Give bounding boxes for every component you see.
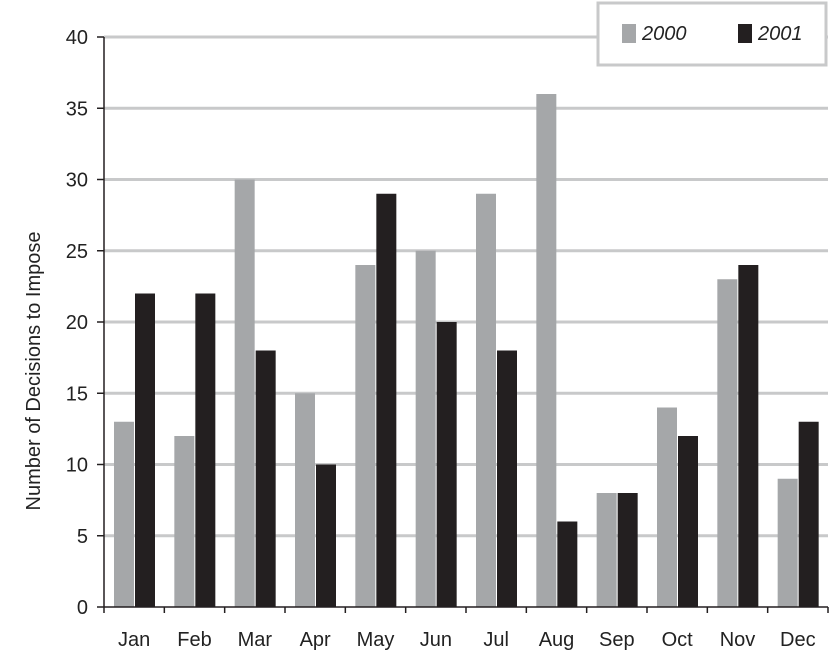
y-tick-label-20: 20 <box>66 312 88 334</box>
y-tick-label-30: 30 <box>66 170 88 192</box>
bar-2000-aug <box>536 94 557 607</box>
bar-2000-apr <box>295 393 315 607</box>
x-tick-label-nov: Nov <box>720 629 756 651</box>
bar-2001-dec <box>798 421 819 607</box>
bar-2001-may <box>376 193 397 607</box>
bar-2000-dec <box>777 478 798 607</box>
bar-2000-may <box>355 265 376 607</box>
y-tick-label-10: 10 <box>66 455 88 477</box>
bar-2001-mar <box>255 350 276 607</box>
x-tick-label-feb: Feb <box>177 629 211 651</box>
bar-2000-jun <box>415 250 436 607</box>
x-tick-labels: Jan Feb Mar Apr May Jun Jul Aug Sep Oct Nov Dec <box>118 629 816 651</box>
x-tick-label-jan: Jan <box>118 629 150 651</box>
y-tick-label-15: 15 <box>66 383 88 405</box>
bar-2001-sep <box>617 493 638 607</box>
gridlines <box>104 35 828 538</box>
y-tick-label-40: 40 <box>66 27 88 49</box>
y-axis-title: Number of Decisions to Impose <box>23 231 45 510</box>
x-tick-label-dec: Dec <box>780 629 816 651</box>
x-tick-label-oct: Oct <box>662 629 694 651</box>
bar-2000-nov <box>717 279 738 607</box>
y-tick-label-5: 5 <box>77 526 88 548</box>
x-tick-label-aug: Aug <box>539 629 575 651</box>
legend-swatch-2001 <box>738 24 752 43</box>
legend-label-2000: 2000 <box>641 23 687 45</box>
bar-2000-feb <box>174 436 195 607</box>
x-tick-label-jul: Jul <box>483 629 509 651</box>
x-tick-label-jun: Jun <box>420 629 452 651</box>
legend-label-2001: 2001 <box>757 23 803 45</box>
legend: 2000 2001 <box>596 1 828 67</box>
bar-2001-nov <box>738 265 759 607</box>
x-tick-label-mar: Mar <box>238 629 273 651</box>
x-tick-label-apr: Apr <box>300 629 331 651</box>
bar-2001-jan <box>135 293 155 607</box>
bar-2000-jan <box>114 421 134 607</box>
y-tick-label-35: 35 <box>66 98 88 120</box>
y-tick-labels: 0 5 10 15 20 25 30 35 40 <box>66 27 88 619</box>
x-tick-label-sep: Sep <box>599 629 635 651</box>
bar-2001-aug <box>557 521 578 607</box>
bar-2000-jul <box>476 193 496 607</box>
y-tick-label-25: 25 <box>66 241 88 263</box>
bar-2000-sep <box>596 493 617 607</box>
bar-2001-jul <box>497 350 517 607</box>
bar-2001-oct <box>678 436 698 607</box>
x-tick-label-may: May <box>357 629 395 651</box>
legend-swatch-2000 <box>622 24 636 43</box>
bar-2001-jun <box>436 322 457 607</box>
bar-2001-apr <box>316 464 336 607</box>
bar-2000-mar <box>234 179 255 607</box>
bar-2000-oct <box>657 407 677 607</box>
bars <box>114 94 819 607</box>
y-tick-label-0: 0 <box>77 597 88 619</box>
bar-2001-feb <box>195 293 216 607</box>
axes <box>97 36 829 613</box>
